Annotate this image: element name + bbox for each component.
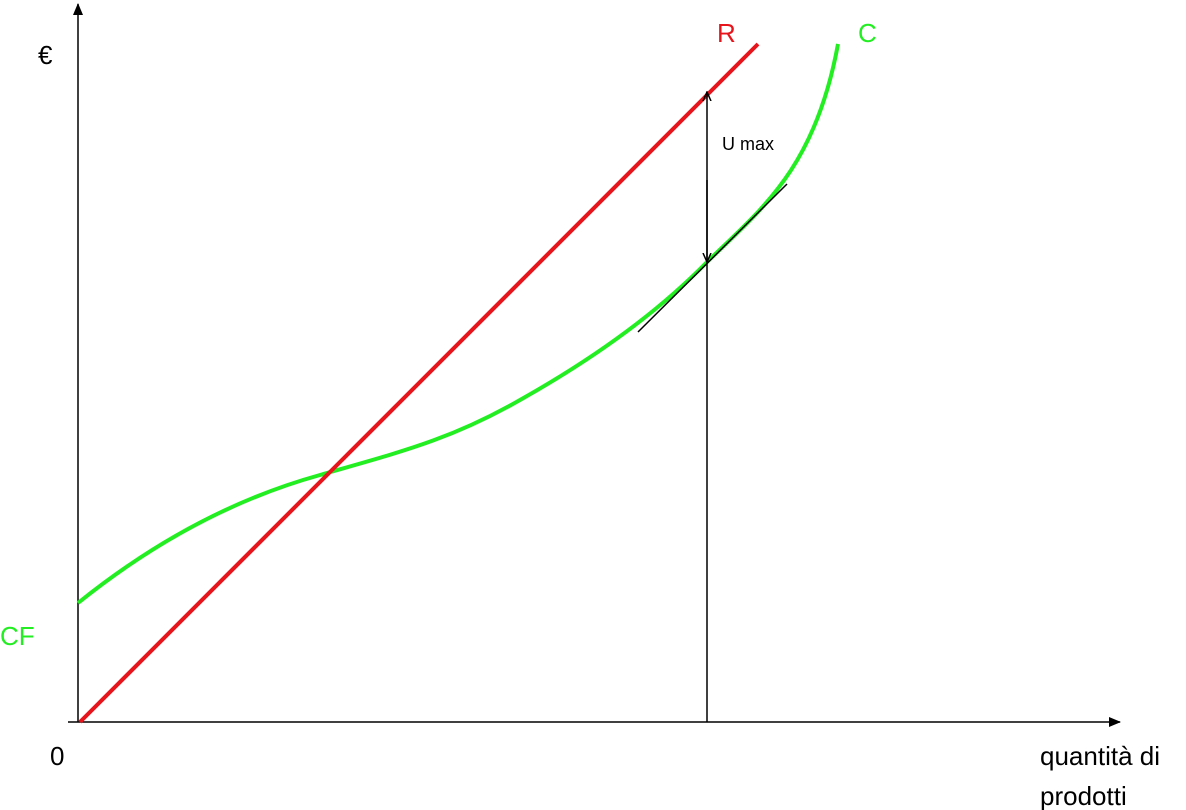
origin-label: 0 [50, 741, 64, 771]
revenue-label: R [717, 18, 736, 48]
cost-label: C [858, 18, 877, 48]
revenue-line [78, 42, 760, 724]
cost-curve [76, 43, 840, 605]
fixed-cost-label: CF [0, 621, 35, 651]
tangent-line [637, 183, 788, 333]
y-axis-label: € [38, 40, 53, 70]
x-axis-label: prodotti [1040, 781, 1127, 810]
x-axis-label: quantità di [1040, 741, 1160, 771]
profit-label: U max [722, 134, 774, 154]
